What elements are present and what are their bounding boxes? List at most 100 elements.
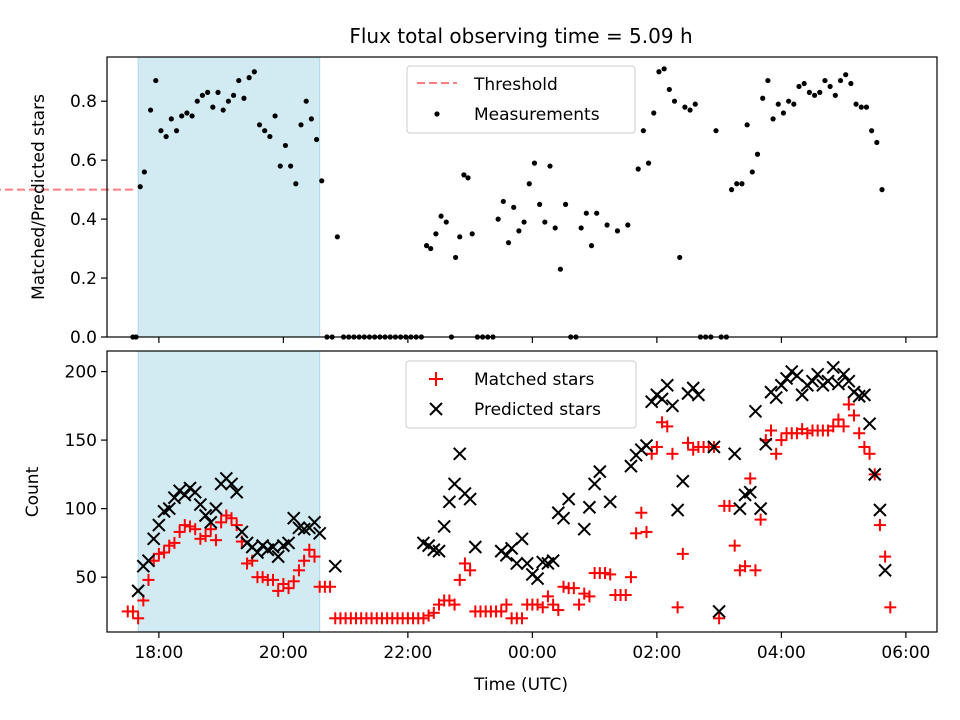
predicted-star-1 <box>131 584 145 598</box>
measurement-point-5 <box>147 107 154 113</box>
top-y-tick-label-2: 0.2 <box>70 269 97 289</box>
measurement-point-131 <box>817 89 823 95</box>
measurement-point-67 <box>465 175 471 181</box>
x-tick-label-6: 04:00 <box>757 643 806 663</box>
predicted-star-94 <box>779 371 794 386</box>
predicted-star-41 <box>432 544 446 558</box>
measurement-point-61 <box>438 213 444 219</box>
matched-star-105 <box>661 420 674 433</box>
matched-star-97 <box>619 588 632 601</box>
measurement-point-22 <box>236 77 242 84</box>
matched-star-59 <box>422 609 435 622</box>
matched-star-84 <box>552 604 565 617</box>
predicted-star-56 <box>530 571 545 586</box>
matched-star-67 <box>464 564 477 577</box>
measurement-point-66 <box>461 172 467 178</box>
predicted-star-16 <box>209 501 223 516</box>
matched-legend-icon <box>429 372 443 386</box>
measurement-point-59 <box>428 245 434 252</box>
matched-star-18 <box>209 534 222 547</box>
matched-star-146 <box>873 519 886 532</box>
measurement-point-26 <box>256 122 263 128</box>
measurement-point-100 <box>656 69 662 75</box>
measurement-point-103 <box>671 98 678 104</box>
measurement-point-128 <box>801 80 807 87</box>
matched-star-5 <box>142 573 155 586</box>
measurement-point-31 <box>282 142 289 149</box>
matched-star-106 <box>666 447 679 460</box>
measurement-point-62 <box>443 219 449 225</box>
measurement-point-6 <box>153 77 159 84</box>
measurement-point-97 <box>640 128 646 134</box>
bottom-y-tick-label-4: 200 <box>65 363 97 383</box>
predicted-star-59 <box>546 554 560 568</box>
measurement-point-65 <box>457 234 463 240</box>
matched-star-142 <box>853 427 866 440</box>
measurement-point-123 <box>775 101 781 107</box>
predicted-star-21 <box>235 525 249 539</box>
matched-star-93 <box>599 567 611 580</box>
matched-star-30 <box>272 584 285 597</box>
x-tick-label-4: 00:00 <box>508 643 557 663</box>
predicted-star-109 <box>857 388 872 402</box>
measurement-point-18 <box>215 89 221 95</box>
measurement-point-16 <box>205 89 211 95</box>
bottom-y-tick-label-3: 150 <box>65 431 97 451</box>
measurement-point-23 <box>241 95 247 101</box>
predicted-star-7 <box>162 501 176 516</box>
x-tick-label-5: 02:00 <box>632 643 681 663</box>
top-panel: 0.00.20.40.60.8 Matched/Predicted stars … <box>0 56 938 348</box>
matched-star-141 <box>848 409 860 422</box>
top-legend-box <box>406 65 636 134</box>
top-y-axis-label: Matched/Predicted stars <box>29 94 49 300</box>
matched-star-115 <box>713 612 726 625</box>
measurement-point-79 <box>526 181 532 187</box>
measurement-point-83 <box>547 163 553 169</box>
measurement-point-142 <box>874 139 880 146</box>
measurement-point-137 <box>848 80 854 87</box>
predicted-star-110 <box>862 416 877 431</box>
measurement-point-127 <box>796 83 802 90</box>
predicted-star-37 <box>328 559 342 573</box>
measurement-point-58 <box>423 243 430 249</box>
matched-star-123 <box>754 513 767 526</box>
top-y-ticks: 0.0 0.2 0.4 0.6 0.8 <box>70 92 107 348</box>
measurement-point-117 <box>744 122 750 128</box>
predicted-star-50 <box>499 548 514 562</box>
predicted-star-82 <box>707 440 721 454</box>
predicted-star-87 <box>743 485 757 499</box>
top-y-tick-label-4: 0.6 <box>70 151 97 171</box>
bottom-y-ticks: 50 100 150 200 <box>65 363 107 588</box>
x-tick-label-1: 18:00 <box>134 643 183 663</box>
measurement-point-36 <box>308 116 314 122</box>
predicted-star-72 <box>644 395 659 409</box>
matched-star-3 <box>132 612 145 625</box>
measurement-point-130 <box>811 92 818 98</box>
measurement-point-93 <box>604 222 610 228</box>
measurement-point-35 <box>303 98 309 104</box>
matched-star-22 <box>230 519 243 532</box>
predicted-star-65 <box>587 477 602 491</box>
top-points <box>130 66 885 340</box>
predicted-star-35 <box>307 515 322 530</box>
measurement-point-11 <box>179 113 185 119</box>
matched-star-12 <box>178 519 191 532</box>
predicted-star-48 <box>468 540 483 554</box>
matched-star-13 <box>184 520 196 533</box>
measurement-point-90 <box>583 210 589 216</box>
matched-star-132 <box>801 427 814 440</box>
matched-star-8 <box>158 546 171 559</box>
measurement-point-126 <box>791 101 797 107</box>
predicted-star-52 <box>510 556 524 571</box>
bottom-legend-box <box>405 360 637 429</box>
matched-star-108 <box>676 547 689 560</box>
matched-star-100 <box>635 506 648 519</box>
measurement-point-77 <box>516 228 522 234</box>
matched-star-101 <box>640 525 653 538</box>
predicted-star-99 <box>805 374 820 388</box>
measurement-point-80 <box>531 160 538 166</box>
x-tick-label-7: 06:00 <box>881 643 930 663</box>
measurement-point-133 <box>827 83 833 90</box>
measurement-point-24 <box>246 75 252 81</box>
